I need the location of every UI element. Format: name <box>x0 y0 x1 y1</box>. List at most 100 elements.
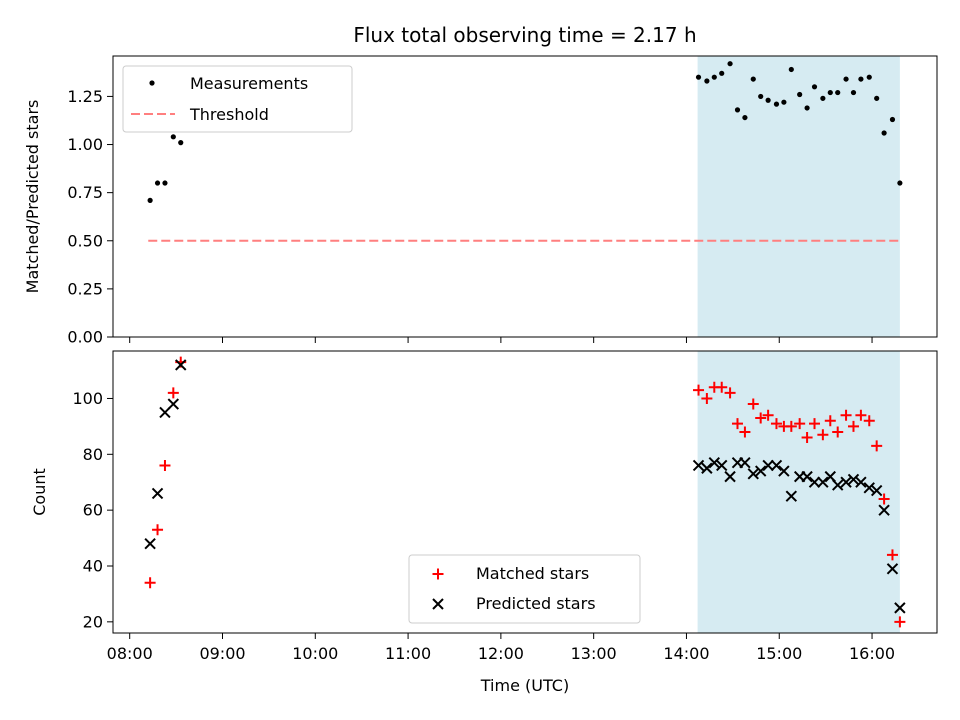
x-tick-label: 13:00 <box>571 644 617 663</box>
y-tick-label: 1.00 <box>67 135 103 154</box>
y-tick-label: 0.75 <box>67 183 103 202</box>
measurement-point <box>742 114 748 121</box>
legend-box <box>122 65 353 133</box>
matched-star-point <box>878 493 890 505</box>
predicted-star-point <box>894 602 906 614</box>
predicted-star-point <box>863 482 875 494</box>
matched-star-point <box>152 524 164 536</box>
matched-star-point <box>817 429 829 441</box>
measurement-point <box>788 66 794 73</box>
measurement-point <box>881 130 887 136</box>
measurement-point <box>843 76 849 82</box>
ratio-panel: 0.00 0.25 0.50 0.75 1.00 1.25 Matched/Predicte… <box>23 55 938 347</box>
matched-star-point <box>167 387 179 399</box>
predicted-star-point <box>778 465 790 477</box>
matched-star-point <box>855 409 867 421</box>
x-axis-label: Time (UTC) <box>480 676 569 695</box>
matched-star-point <box>824 415 836 427</box>
matched-star-point <box>755 412 767 424</box>
predicted-star-point <box>159 406 171 419</box>
chart-title: Flux total observing time = 2.17 h <box>353 23 696 47</box>
measurement-point <box>866 74 872 80</box>
measurement-point <box>773 101 780 107</box>
measurement-point <box>781 99 787 105</box>
matched-star-point <box>785 420 797 432</box>
predicted-star-point <box>817 476 829 488</box>
predicted-star-point <box>847 473 860 486</box>
matched-star-point <box>886 549 898 561</box>
y-tick-label: 0.50 <box>67 231 103 250</box>
matched-star-point <box>693 384 705 396</box>
predicted-star-point <box>708 456 721 469</box>
matched-star-point <box>847 420 859 432</box>
measurement-point <box>858 76 864 82</box>
matched-star-point <box>840 409 852 421</box>
y-tick-label: 0.00 <box>67 328 103 347</box>
predicted-star-point <box>716 459 728 472</box>
legend-measurements-label: Measurements <box>190 74 308 93</box>
matched-star-point <box>747 398 759 410</box>
matched-star-point <box>894 616 906 628</box>
x-tick-label: 09:00 <box>199 644 245 663</box>
measurement-point <box>147 197 153 203</box>
predicted-star-point <box>175 359 187 371</box>
legend-matched-marker <box>432 568 444 580</box>
x-tick-label: 08:00 <box>107 644 153 663</box>
legend-predicted-label: Predicted stars <box>476 594 596 613</box>
matched-star-point <box>801 432 813 444</box>
matched-star-point <box>871 440 883 452</box>
y-axis-label: Count <box>30 468 49 516</box>
predicted-star-point <box>724 470 736 483</box>
y-tick-label: 80 <box>83 445 103 464</box>
x-tick-label: 12:00 <box>478 644 524 663</box>
measurement-point <box>695 74 702 80</box>
predicted-star-point <box>785 490 798 502</box>
x-tick-label: 14:00 <box>663 644 709 663</box>
y-tick-label: 20 <box>83 612 103 631</box>
matched-star-point <box>863 415 875 427</box>
predicted-star-point <box>167 398 180 410</box>
predicted-star-point <box>878 504 890 516</box>
axes-frame <box>112 55 938 338</box>
matched-star-point <box>701 392 713 404</box>
measurement-point <box>765 97 771 103</box>
y-tick-label: 60 <box>83 501 103 520</box>
x-tick-label: 15:00 <box>756 644 802 663</box>
measurement-point <box>170 134 176 140</box>
observing-window-span <box>697 56 900 337</box>
matched-star-point <box>731 418 743 430</box>
measurement-point <box>850 89 857 96</box>
predicted-star-point <box>754 465 767 477</box>
predicted-star-point <box>870 484 883 497</box>
predicted-star-point <box>692 459 705 472</box>
x-tick-label: 10:00 <box>292 644 338 663</box>
predicted-star-point <box>151 487 164 500</box>
predicted-star-point <box>762 459 774 472</box>
y-tick-label: 40 <box>83 556 103 575</box>
matched-star-point <box>832 426 844 438</box>
measurement-point <box>758 93 764 100</box>
measurement-point <box>162 180 168 186</box>
count-panel: 20 40 60 80 100 08:00 09:00 10:00 11:00 12:00 13:0… <box>30 350 938 695</box>
legend-measurement-marker <box>149 80 155 86</box>
predicted-star-point <box>840 476 852 488</box>
measurement-point <box>704 78 710 84</box>
matched-star-point <box>144 577 156 589</box>
legend-threshold-label: Threshold <box>189 105 269 124</box>
matched-star-point <box>762 409 774 421</box>
y-tick-label: 100 <box>72 389 103 408</box>
matched-star-point <box>809 418 821 430</box>
matched-star-point <box>716 381 728 393</box>
matched-star-point <box>159 459 171 471</box>
predicted-star-point <box>855 476 867 488</box>
measurement-point <box>797 91 803 98</box>
predicted-star-point <box>701 462 713 474</box>
legend-matched-label: Matched stars <box>476 564 589 583</box>
measurement-point <box>719 70 725 76</box>
predicted-star-point <box>808 476 821 488</box>
x-tick-label: 11:00 <box>385 644 431 663</box>
axes-frame <box>112 350 938 634</box>
measurement-point <box>835 89 841 96</box>
measurement-point <box>827 89 833 96</box>
measurement-point <box>874 95 880 101</box>
